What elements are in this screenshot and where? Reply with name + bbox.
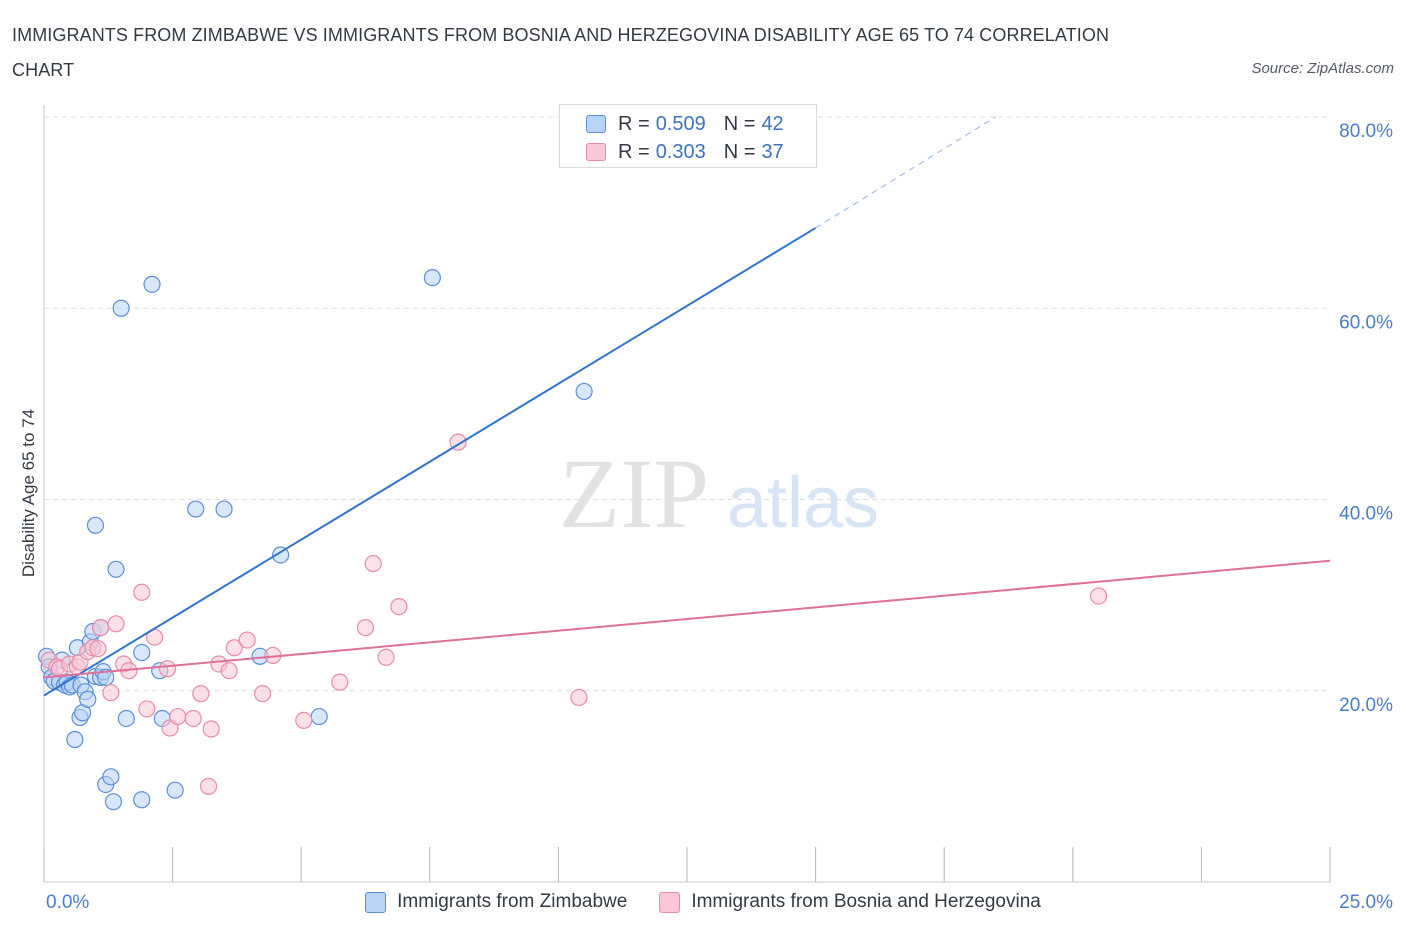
data-point-bosnia [254,685,272,703]
legend-item-bosnia[interactable]: Immigrants from Bosnia and Herzegovina [659,891,1041,913]
data-point-bosnia [295,711,313,729]
data-point-bosnia [138,700,156,718]
y-tick-labels: 20.0% 40.0% 60.0% 80.0% [1339,121,1393,716]
watermark-atlas: atlas [727,463,879,543]
data-point-bosnia [202,720,220,738]
legend-swatch-bosnia [659,891,681,913]
data-point-bosnia [107,615,125,633]
trend-line-zimbabwe-extension [815,116,996,229]
data-point-zimbabwe [310,707,328,726]
data-point-bosnia [364,554,382,573]
data-point-zimbabwe [107,560,125,578]
data-point-bosnia [356,619,375,637]
n-value: 37 [761,140,784,163]
data-point-zimbabwe [423,269,441,287]
data-point-bosnia [1089,587,1108,605]
series-legend: Immigrants from Zimbabwe Immigrants from… [0,888,1406,916]
legend-label-zimbabwe: Immigrants from Zimbabwe [397,891,628,912]
data-point-zimbabwe [215,500,233,518]
trend-line-bosnia [43,559,1331,679]
data-point-zimbabwe [104,793,123,811]
data-point-bosnia [192,685,210,703]
data-point-bosnia [133,583,151,601]
data-point-zimbabwe [166,781,184,799]
trend-lines [43,116,1331,697]
data-point-zimbabwe [117,709,135,728]
series-zimbabwe-points [37,269,593,811]
x-tick-labels: 0.0% 25.0% [46,892,1393,913]
data-point-bosnia [220,662,238,680]
data-point-zimbabwe [272,546,290,564]
y-tick-label: 20.0% [1339,695,1393,716]
data-point-bosnia [102,684,120,702]
data-point-zimbabwe [112,299,130,317]
r-label: R = [618,140,650,163]
data-point-zimbabwe [97,668,115,686]
x-tick-label-max: 25.0% [1339,892,1393,913]
legend-item-zimbabwe[interactable]: Immigrants from Zimbabwe [365,891,627,913]
stats-legend-row-bosnia: R = 0.303 N = 37 [586,139,784,165]
axes [43,105,1331,883]
n-label: N = [723,140,756,163]
data-point-bosnia [91,619,110,637]
r-value: 0.303 [655,140,706,163]
data-point-zimbabwe [133,791,151,809]
chart-title: IMMIGRANTS FROM ZIMBABWE VS IMMIGRANTS F… [12,25,1110,80]
y-tick-label: 80.0% [1339,121,1393,142]
data-point-zimbabwe [79,690,97,708]
data-point-bosnia [570,688,588,707]
data-point-bosnia [331,673,349,691]
data-point-bosnia [238,631,256,649]
data-point-zimbabwe [143,275,161,293]
y-axis-label: Disability Age 65 to 74 [19,409,38,577]
data-point-bosnia [184,709,202,728]
data-point-bosnia [377,648,395,666]
r-label: R = [618,112,650,135]
data-point-bosnia [89,640,107,658]
grid-lines [44,116,1330,692]
r-value: 0.509 [655,112,706,135]
data-point-zimbabwe [102,768,120,786]
legend-swatch-zimbabwe [586,115,606,133]
data-point-zimbabwe [187,500,205,518]
watermark-zip: ZIP [559,438,709,549]
chart-source: Source: ZipAtlas.com [1251,60,1394,77]
legend-label-bosnia: Immigrants from Bosnia and Herzegovina [691,891,1041,912]
stats-legend-row-zimbabwe: R = 0.509 N = 42 [586,111,784,137]
data-point-bosnia [225,639,243,657]
x-tick-label-min: 0.0% [46,892,89,913]
data-point-zimbabwe [66,730,84,749]
n-value: 42 [761,112,784,135]
trend-line-zimbabwe [43,227,817,697]
y-tick-label: 60.0% [1339,312,1393,333]
data-point-zimbabwe [133,643,151,662]
data-point-zimbabwe [575,382,593,401]
data-point-bosnia [390,597,408,616]
n-label: N = [723,112,756,135]
data-point-bosnia [200,777,218,795]
data-point-bosnia [158,660,177,678]
stats-legend: R = 0.509 N = 42 R = 0.303 N = 37 [559,104,817,168]
watermark: ZIP atlas [559,438,879,549]
series-bosnia-points [40,433,1108,795]
legend-swatch-zimbabwe [365,891,387,913]
data-point-bosnia [169,707,187,726]
data-point-zimbabwe [86,516,105,534]
legend-swatch-bosnia [586,143,606,161]
y-tick-label: 40.0% [1339,504,1393,525]
